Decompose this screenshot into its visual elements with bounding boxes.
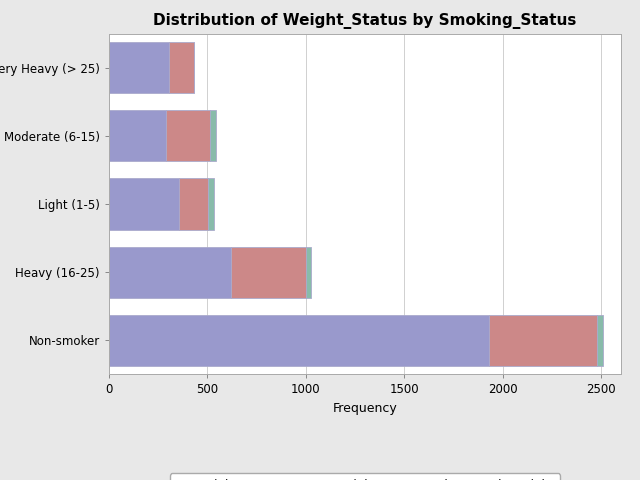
Bar	[169, 42, 195, 93]
Bar	[166, 110, 210, 161]
Bar	[109, 42, 169, 93]
Bar	[109, 247, 231, 298]
Bar	[179, 179, 208, 229]
Bar	[489, 315, 597, 366]
Bar	[597, 315, 603, 366]
Bar	[210, 110, 216, 161]
Bar	[231, 247, 306, 298]
X-axis label: Frequency: Frequency	[332, 402, 397, 415]
Bar	[109, 110, 166, 161]
Title: Distribution of Weight_Status by Smoking_Status: Distribution of Weight_Status by Smoking…	[153, 13, 577, 29]
Bar	[109, 315, 489, 366]
Bar	[208, 179, 214, 229]
Legend: Weight Status, Overweight, Normal, Underweight: Weight Status, Overweight, Normal, Under…	[170, 473, 560, 480]
Bar	[306, 247, 311, 298]
Bar	[109, 179, 179, 229]
